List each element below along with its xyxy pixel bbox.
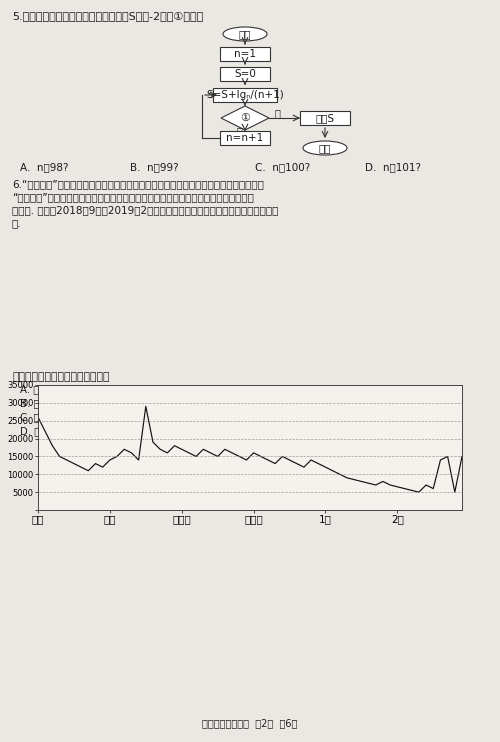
Bar: [220, 131, 270, 145]
Ellipse shape: [303, 141, 347, 155]
Text: “搜索指数”越大，表示网民对该关键词的搜索次数越多，对该关键词相关的信息关注度: “搜索指数”越大，表示网民对该关键词的搜索次数越多，对该关键词相关的信息关注度: [12, 192, 254, 202]
Text: B.  n＜99?: B. n＜99?: [130, 162, 178, 172]
Text: 是: 是: [236, 126, 242, 136]
Text: D. 从网民对该关键词的搜索指数来看，去年12月份的平均値大于今年1月份的平均値: D. 从网民对该关键词的搜索指数来看，去年12月份的平均値大于今年1月份的平均値: [20, 426, 262, 436]
Text: 根据该走势图，下列结论正确的是: 根据该走势图，下列结论正确的是: [12, 372, 110, 382]
Polygon shape: [221, 106, 269, 130]
Text: 高三理科数学试题  第2页  八6页: 高三理科数学试题 第2页 八6页: [202, 718, 298, 728]
Text: C.  n＜100?: C. n＜100?: [255, 162, 310, 172]
Text: 也越高. 下图是2018年9月到2019年2月这半年中，某个关键词的搜索指数变化的走势: 也越高. 下图是2018年9月到2019年2月这半年中，某个关键词的搜索指数变化…: [12, 205, 278, 215]
Text: A.  n＜98?: A. n＜98?: [20, 162, 68, 172]
Text: n=n+1: n=n+1: [226, 133, 264, 143]
Text: n=1: n=1: [234, 49, 256, 59]
Text: 6.“搜索指数”是网民通过搜索引擎，以每天搜索关键词的次数为基础所得到的统计指标，: 6.“搜索指数”是网民通过搜索引擎，以每天搜索关键词的次数为基础所得到的统计指标…: [12, 179, 264, 189]
Text: C. 从网民对该关键词的搜索指数来看，去年10月份的方差小于11月份的方差: C. 从网民对该关键词的搜索指数来看，去年10月份的方差小于11月份的方差: [20, 412, 243, 422]
Text: D.  n＜101?: D. n＜101?: [365, 162, 421, 172]
Ellipse shape: [223, 27, 267, 41]
Text: 开始: 开始: [239, 29, 252, 39]
Text: A. 这半年中，网民对该关键词相关的信息关注度呈周期性变化: A. 这半年中，网民对该关键词相关的信息关注度呈周期性变化: [20, 384, 193, 394]
Text: S=0: S=0: [234, 69, 256, 79]
Text: 5.执行如图所示的程序框图，若输出的S値为-2，则①中应填: 5.执行如图所示的程序框图，若输出的S値为-2，则①中应填: [12, 11, 203, 21]
Text: 结束: 结束: [319, 143, 331, 153]
Text: 图.: 图.: [12, 218, 22, 228]
Bar: [220, 47, 270, 61]
Text: S=S+lgₙ/(n+1): S=S+lgₙ/(n+1): [206, 90, 284, 100]
Text: ①: ①: [240, 113, 250, 123]
Bar: [213, 88, 277, 102]
Bar: [300, 111, 350, 125]
Bar: [220, 67, 270, 81]
Text: 否: 否: [275, 108, 281, 118]
Text: B. 这半年中，网民对该关键词相关的信息关注度不断减弱: B. 这半年中，网民对该关键词相关的信息关注度不断减弱: [20, 398, 180, 408]
Text: 输出S: 输出S: [316, 113, 334, 123]
